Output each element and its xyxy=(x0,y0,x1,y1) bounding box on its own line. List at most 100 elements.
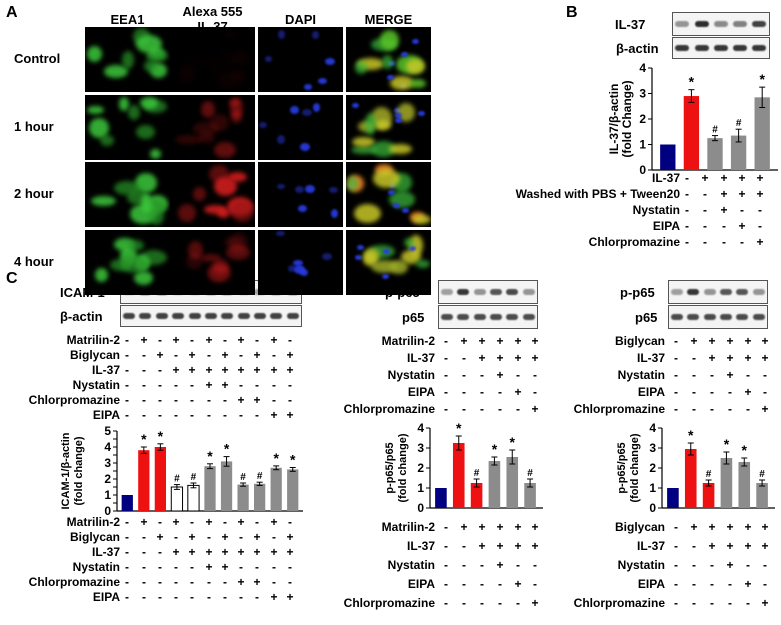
c-condition-sign: - xyxy=(125,363,129,377)
d1-bottom-condition-sign: + xyxy=(496,539,504,553)
bar xyxy=(254,483,266,511)
d2-bottom-condition-sign: + xyxy=(726,539,734,553)
micrograph xyxy=(85,230,170,295)
d2-condition-sign: - xyxy=(728,385,732,399)
protein-band xyxy=(752,45,766,51)
cell-signal xyxy=(230,51,250,65)
d2-bottom-condition-label: Biglycan xyxy=(614,520,665,534)
b-condition-sign: + xyxy=(756,171,764,185)
d2-bottom-condition-sign: + xyxy=(761,539,769,553)
d1-bottom-condition-sign: + xyxy=(531,539,539,553)
d1-condition-sign: - xyxy=(533,385,537,399)
b-condition-sign: - xyxy=(685,219,689,233)
d1-bottom-condition-sign: - xyxy=(462,539,466,553)
western-blot-pp65-1 xyxy=(438,280,538,304)
d2-condition-sign: - xyxy=(674,385,678,399)
d1-condition-sign: - xyxy=(444,402,448,416)
cell-signal xyxy=(404,238,414,247)
cell-signal xyxy=(87,106,104,114)
d1-bottom-condition-sign: - xyxy=(480,596,484,610)
d1-bottom-condition-sign: - xyxy=(516,558,520,572)
d1-bottom-condition-sign: + xyxy=(478,520,486,534)
d1-bottom-condition-label: IL-37 xyxy=(406,539,435,553)
c-condition-sign: - xyxy=(239,378,243,392)
blot-label-il37: IL-37 xyxy=(615,17,646,32)
d1-bottom-condition-sign: - xyxy=(498,577,502,591)
d1-condition-sign: - xyxy=(462,402,466,416)
bar-chart-c: 0 1 2 3 4 5 ICAM-1/β-actin (fold change) * * # # * * #… xyxy=(60,425,303,515)
c-bottom-condition-sign: - xyxy=(158,545,162,559)
y-axis-label: ICAM-1/β-actin xyxy=(60,432,72,509)
c-condition-sign: + xyxy=(237,363,245,377)
y-tick-label: 3 xyxy=(639,87,646,101)
d2-condition-label: IL-37 xyxy=(636,351,665,365)
significance-mark: * xyxy=(759,71,765,87)
protein-band xyxy=(675,45,689,51)
c-condition-sign: - xyxy=(239,408,243,422)
b-condition-label: Chlorpromazine xyxy=(588,235,680,249)
d2-condition-sign: - xyxy=(674,368,678,382)
c-condition-sign: - xyxy=(207,348,211,362)
d1-bottom-condition-sign: - xyxy=(462,558,466,572)
protein-band xyxy=(704,289,716,295)
c-condition-sign: - xyxy=(158,408,162,422)
cell-signal xyxy=(188,241,203,259)
d2-condition-sign: + xyxy=(708,334,716,348)
d1-condition-sign: - xyxy=(480,385,484,399)
bar xyxy=(187,484,200,512)
protein-band xyxy=(752,21,766,27)
cell-signal xyxy=(224,237,243,248)
protein-band xyxy=(221,313,233,319)
western-blot-bactin-c xyxy=(120,305,302,327)
d2-bottom-condition-sign: - xyxy=(746,596,750,610)
y-tick-label: 1 xyxy=(104,488,111,502)
micrograph xyxy=(170,27,255,92)
micrograph xyxy=(170,230,255,295)
significance-mark: # xyxy=(712,125,718,136)
cell-signal xyxy=(276,231,285,236)
c-condition-sign: - xyxy=(158,378,162,392)
d1-bottom-condition-sign: - xyxy=(533,558,537,572)
d1-condition-sign: + xyxy=(531,334,539,348)
d1-bottom-condition-sign: + xyxy=(514,577,522,591)
d1-bottom-condition-sign: + xyxy=(514,520,522,534)
c-condition-sign: + xyxy=(221,378,229,392)
d2-bottom-condition-sign: + xyxy=(690,520,698,534)
d1-bottom-condition-sign: - xyxy=(533,577,537,591)
d2-bottom-condition-sign: + xyxy=(708,539,716,553)
c-bottom-condition-sign: + xyxy=(221,530,229,544)
b-condition-label: EIPA xyxy=(652,219,680,233)
d1-condition-label: Chlorpromazine xyxy=(343,402,435,416)
c-bottom-condition-sign: - xyxy=(142,560,146,574)
d2-bottom-condition-label: Chlorpromazine xyxy=(573,596,665,610)
cell-signal xyxy=(318,78,327,84)
bar-chart-d2: 0 1 2 3 4 p-p65/p65 (fold change) * # * * # xyxy=(616,422,775,512)
d1-bottom-condition-label: Chlorpromazine xyxy=(343,596,435,610)
nucleus-signal xyxy=(418,111,425,116)
micrograph xyxy=(258,95,343,160)
c-condition-sign: - xyxy=(207,408,211,422)
cell-signal xyxy=(302,109,312,116)
d1-bottom-condition-sign: - xyxy=(462,596,466,610)
protein-band xyxy=(704,314,716,320)
b-condition-sign: + xyxy=(720,187,728,201)
c-condition-sign: - xyxy=(255,378,259,392)
d2-bottom-condition-sign: + xyxy=(744,539,752,553)
b-condition-sign: + xyxy=(720,203,728,217)
d2-bottom-condition-sign: - xyxy=(728,577,732,591)
micrograph xyxy=(85,162,170,227)
b-condition-sign: + xyxy=(738,171,746,185)
y-tick-label: 3 xyxy=(417,441,424,455)
cell-signal xyxy=(380,30,399,50)
cell-signal xyxy=(259,122,267,128)
protein-band xyxy=(733,21,747,27)
bar xyxy=(435,488,447,508)
c-condition-sign: - xyxy=(142,408,146,422)
cell-signal xyxy=(149,207,164,225)
bar-chart-b: 0 1 2 3 4 IL-37/β-actin (fold Change) * # # * xyxy=(607,62,778,174)
protein-band xyxy=(753,289,765,295)
c-bottom-condition-sign: - xyxy=(174,575,178,589)
protein-band xyxy=(695,45,709,51)
c-bottom-condition-sign: - xyxy=(207,590,211,604)
bar xyxy=(287,469,299,511)
